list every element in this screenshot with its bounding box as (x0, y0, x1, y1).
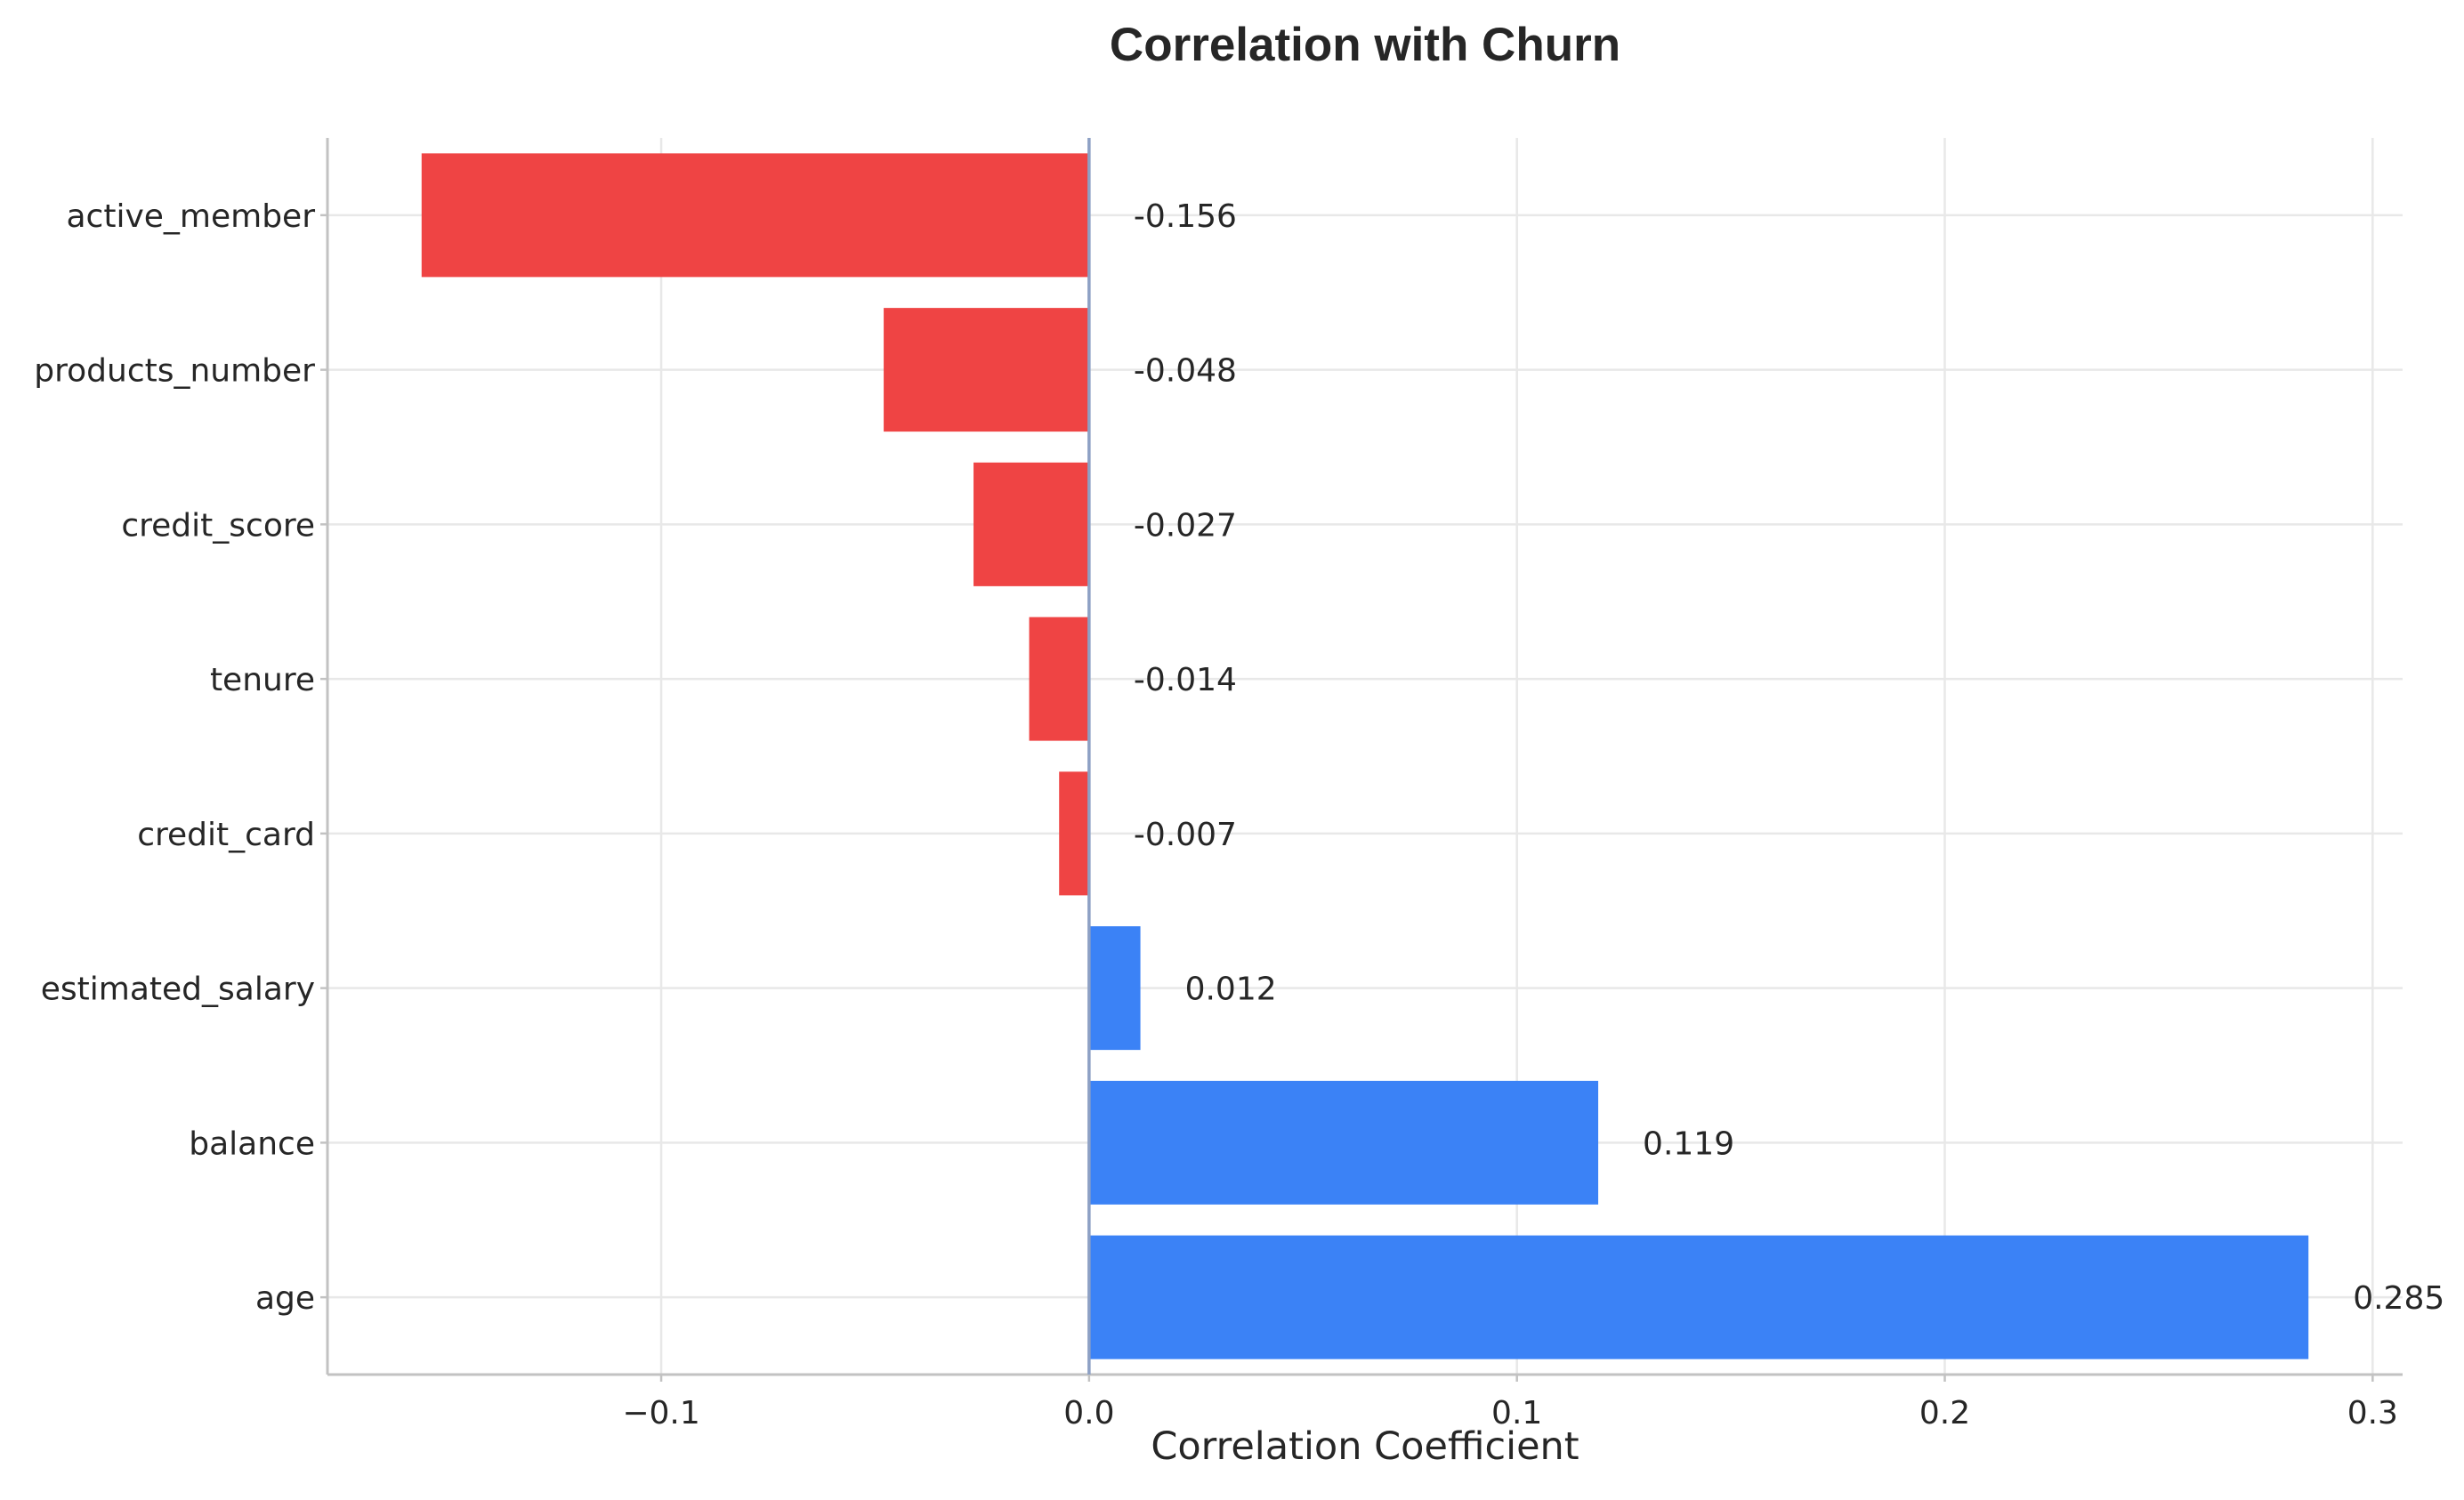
data-label-active_member: -0.156 (1134, 198, 1237, 235)
bar-credit_score (973, 462, 1089, 586)
bar-balance (1088, 1080, 1599, 1205)
y-tick-label-balance: balance (189, 1125, 315, 1162)
bar-age (1088, 1235, 2309, 1359)
data-label-balance: 0.119 (1643, 1125, 1734, 1162)
y-tick-label-products_number: products_number (34, 353, 315, 390)
y-tick-label-credit_card: credit_card (137, 817, 315, 853)
x-axis-label: Correlation Coefficient (1151, 1424, 1579, 1469)
y-tick-label-credit_score: credit_score (121, 507, 315, 544)
y-tick-label-tenure: tenure (210, 662, 315, 698)
axes-spines (326, 138, 2403, 1376)
bar-products_number (884, 308, 1089, 432)
bar-credit_card (1059, 771, 1089, 896)
bar-active_member (421, 153, 1089, 278)
data-label-estimated_salary: 0.012 (1185, 972, 1277, 1008)
y-axis-tick-labels: active_member products_number credit_score… (34, 198, 327, 1317)
data-label-products_number: -0.048 (1134, 353, 1237, 390)
x-tick-label: 0.0 (1063, 1395, 1114, 1431)
y-tick-label-active_member: active_member (66, 198, 315, 235)
x-tick-label: 0.3 (2347, 1395, 2398, 1431)
data-label-age: 0.285 (2353, 1280, 2444, 1317)
x-tick-label: 0.2 (1919, 1395, 1970, 1431)
y-tick-label-age: age (255, 1280, 315, 1317)
x-tick-label: −0.1 (622, 1395, 699, 1431)
y-tick-label-estimated_salary: estimated_salary (41, 972, 315, 1008)
bars (421, 153, 2309, 1359)
chart-title: Correlation with Churn (1110, 19, 1620, 71)
data-label-credit_card: -0.007 (1134, 817, 1237, 853)
x-axis-tick-labels: −0.1 0.0 0.1 0.2 0.3 (622, 1375, 2398, 1431)
data-label-tenure: -0.014 (1134, 662, 1237, 698)
data-labels: -0.156 -0.048 -0.027 -0.014 -0.007 0.012 0.119… (1134, 198, 2444, 1317)
bar-tenure (1029, 617, 1089, 741)
x-tick-label: 0.1 (1491, 1395, 1542, 1431)
data-label-credit_score: -0.027 (1134, 507, 1237, 544)
bar-estimated_salary (1088, 926, 1141, 1051)
